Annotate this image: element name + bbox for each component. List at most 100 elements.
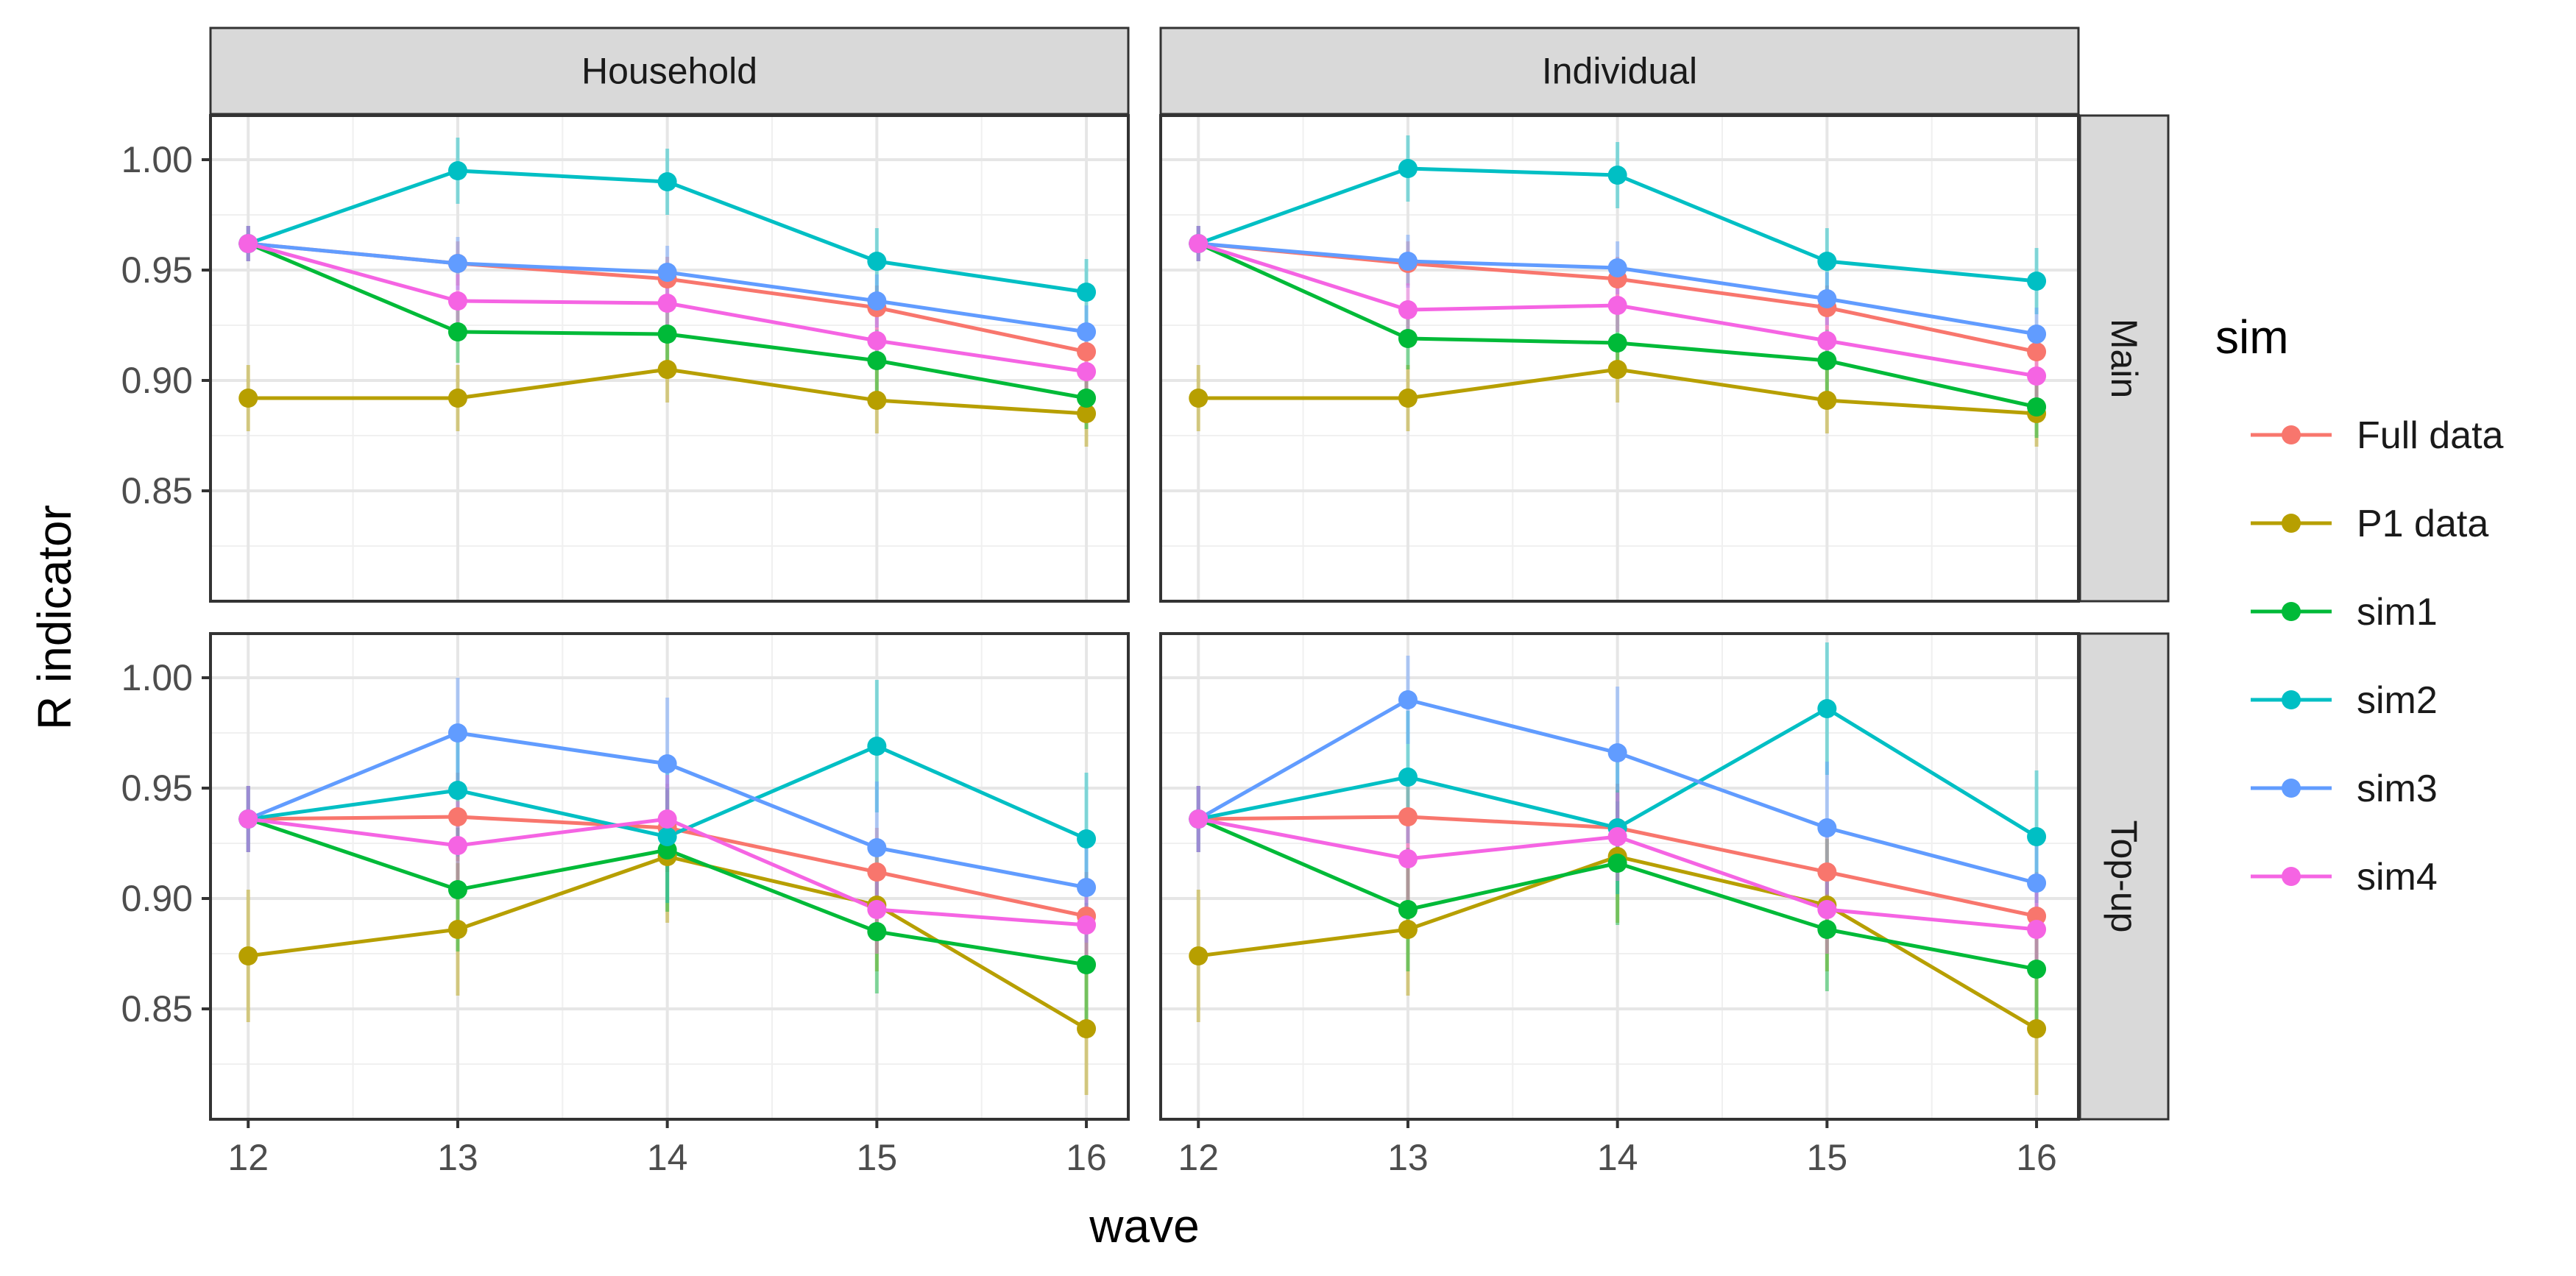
panel-background [210, 634, 1128, 1119]
data-point-p1-data [238, 389, 258, 408]
facet-label-household: Household [581, 51, 757, 92]
legend-key-point [2282, 602, 2301, 621]
legend-key-point [2282, 425, 2301, 444]
data-point-sim1 [657, 325, 677, 344]
data-point-sim4 [447, 836, 467, 855]
y-tick-label: 1.00 [121, 657, 193, 698]
data-point-full-data [1817, 862, 1837, 882]
data-point-sim1 [1817, 351, 1837, 370]
data-point-sim1 [1077, 955, 1097, 974]
facet-strip-household [209, 26, 1130, 116]
data-point-sim4 [867, 331, 887, 350]
legend-label: sim4 [2357, 856, 2438, 898]
data-point-p1-data [1398, 920, 1418, 939]
data-point-p1-data [867, 391, 887, 410]
legend-key-point [2282, 514, 2301, 533]
legend-label: sim2 [2357, 679, 2438, 722]
panel-border [1159, 632, 2080, 1121]
data-point-sim2 [867, 252, 887, 271]
data-point-p1-data [1607, 360, 1627, 379]
legend-item-sim1: sim1 [2251, 591, 2438, 634]
data-point-sim4 [1817, 331, 1837, 350]
panel-household-main [209, 114, 1130, 603]
data-point-sim3 [1817, 818, 1837, 837]
data-point-sim2 [657, 172, 677, 191]
data-point-sim2 [1607, 166, 1627, 185]
data-point-sim4 [1607, 296, 1627, 315]
data-point-sim4 [238, 809, 258, 829]
data-point-sim2 [1398, 768, 1418, 787]
data-point-sim1 [867, 922, 887, 941]
x-tick-label: 14 [1597, 1137, 1638, 1178]
data-point-sim3 [1398, 690, 1418, 709]
data-point-sim3 [867, 291, 887, 311]
data-point-sim3 [867, 838, 887, 857]
x-tick-label: 12 [1178, 1137, 1219, 1178]
data-point-p1-data [657, 360, 677, 379]
data-point-sim2 [867, 737, 887, 756]
data-point-sim3 [2027, 325, 2047, 344]
data-point-sim4 [657, 809, 677, 829]
data-point-sim2 [1077, 283, 1097, 302]
data-point-p1-data [238, 946, 258, 965]
data-point-sim1 [1077, 389, 1097, 408]
data-point-p1-data [2027, 1019, 2047, 1038]
panel-individual-top-up [1159, 632, 2080, 1121]
data-point-sim3 [657, 263, 677, 282]
legend-label: P1 data [2357, 503, 2488, 545]
panel-border [1159, 114, 2080, 603]
legend-label: sim1 [2357, 591, 2438, 634]
data-point-sim3 [1398, 252, 1418, 271]
data-point-sim3 [657, 754, 677, 773]
legend-key-point [2282, 690, 2301, 709]
x-tick-label: 16 [2016, 1137, 2057, 1178]
data-point-sim1 [447, 880, 467, 899]
data-point-sim1 [2027, 960, 2047, 979]
data-point-sim3 [1607, 743, 1627, 762]
facet-strip-main [2078, 114, 2170, 603]
facet-label-top-up: Top-up [2103, 820, 2145, 933]
data-point-sim4 [1398, 300, 1418, 319]
data-point-p1-data [1189, 946, 1209, 965]
data-point-sim3 [2027, 873, 2047, 893]
y-tick-label: 0.95 [121, 249, 193, 291]
data-point-sim4 [1189, 234, 1209, 253]
data-point-sim4 [1817, 900, 1837, 919]
panel-background [210, 116, 1128, 601]
data-point-sim4 [238, 234, 258, 253]
data-point-sim2 [657, 827, 677, 846]
panel-household-top-up [209, 632, 1130, 1121]
panel-border [209, 114, 1130, 603]
data-point-sim3 [1817, 289, 1837, 308]
data-point-sim1 [867, 351, 887, 370]
x-tick-label: 16 [1066, 1137, 1107, 1178]
legend-item-p1-data: P1 data [2251, 503, 2488, 545]
data-point-full-data [867, 862, 887, 882]
data-point-sim2 [2027, 272, 2047, 291]
panel-background [1161, 634, 2078, 1119]
x-tick-label: 15 [1807, 1137, 1848, 1178]
x-tick-label: 15 [857, 1137, 898, 1178]
y-tick-label: 0.95 [121, 768, 193, 809]
panel-border [209, 632, 1130, 1121]
data-point-sim4 [657, 294, 677, 313]
data-point-sim1 [1607, 333, 1627, 352]
data-point-full-data [447, 807, 467, 826]
x-axis-title: wave [1089, 1199, 1199, 1252]
y-tick-label: 0.85 [121, 988, 193, 1029]
data-point-sim1 [1817, 920, 1837, 939]
x-tick-label: 13 [437, 1137, 478, 1178]
data-point-full-data [2027, 907, 2047, 926]
y-axis-title: R indicator [28, 505, 81, 730]
legend-key-point [2282, 867, 2301, 886]
x-tick-label: 12 [227, 1137, 269, 1178]
x-tick-label: 13 [1387, 1137, 1429, 1178]
data-point-sim4 [1077, 915, 1097, 935]
data-point-sim2 [1077, 829, 1097, 848]
y-tick-label: 0.90 [121, 878, 193, 919]
data-point-sim1 [1607, 854, 1627, 873]
data-point-sim3 [1077, 878, 1097, 897]
data-point-p1-data [447, 389, 467, 408]
data-point-sim4 [1398, 849, 1418, 868]
